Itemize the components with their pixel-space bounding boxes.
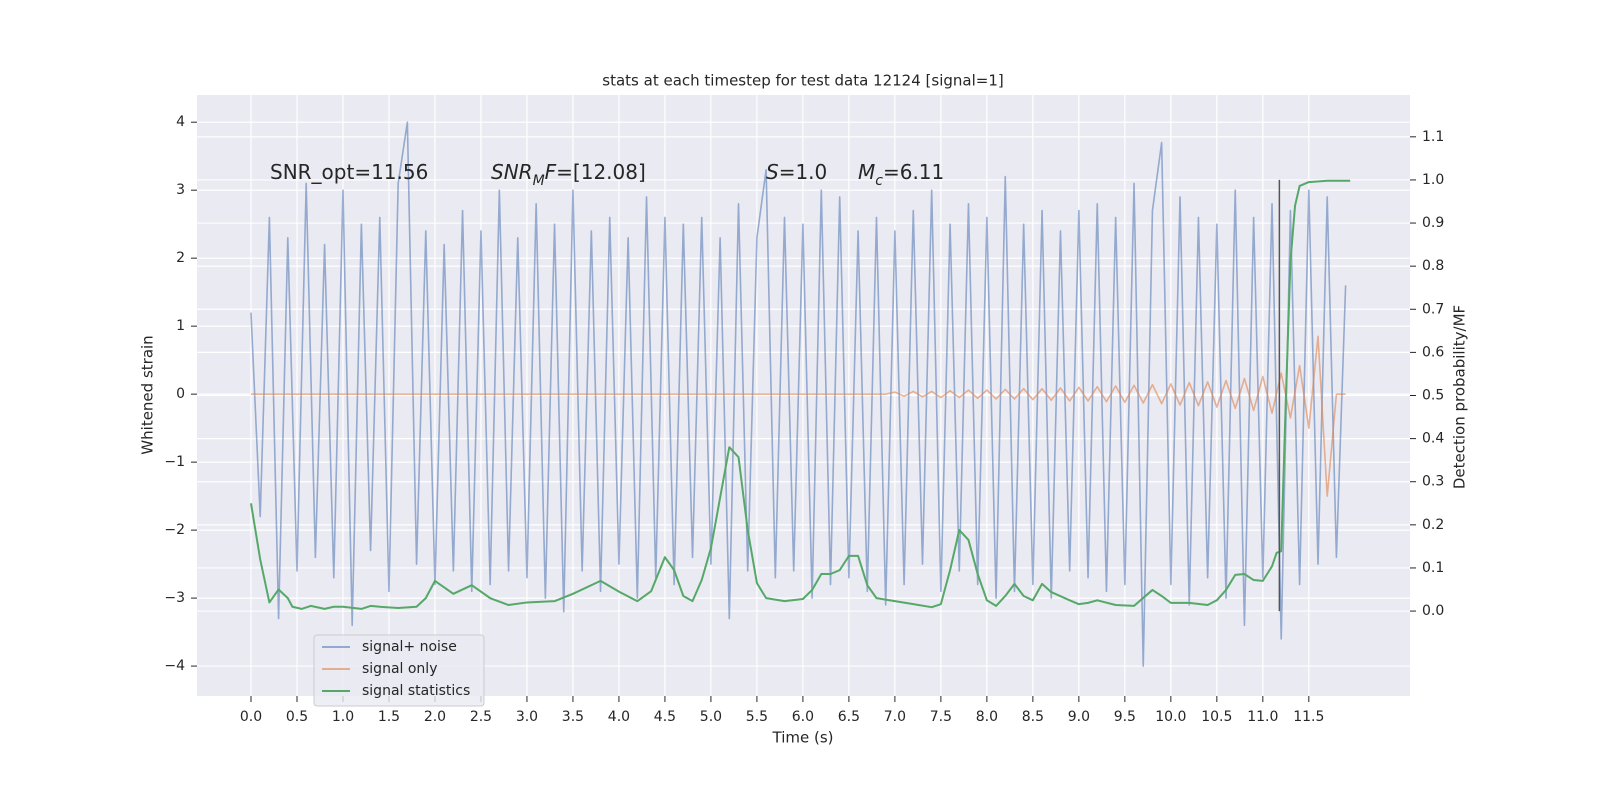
annotation-part: S bbox=[766, 160, 779, 184]
y-tick-label: 2 bbox=[176, 250, 185, 266]
series-line bbox=[250, 121, 1347, 667]
annotation-part: =1.0 bbox=[779, 160, 828, 184]
x-tick-label: 1.5 bbox=[378, 709, 400, 725]
legend-label: signal+ noise bbox=[362, 639, 457, 655]
annotation: S=1.0 bbox=[766, 160, 827, 184]
x-tick-label: 9.0 bbox=[1068, 709, 1090, 725]
y2-tick-label: 0.6 bbox=[1422, 344, 1444, 360]
y2-tick-label: 0.9 bbox=[1422, 215, 1444, 231]
y2-tick-label: 0.0 bbox=[1422, 603, 1444, 619]
x-tick-label: 4.5 bbox=[654, 709, 676, 725]
x-tick-label: 8.5 bbox=[1022, 709, 1044, 725]
legend-label: signal only bbox=[362, 661, 437, 677]
y-tick-label: −1 bbox=[164, 454, 185, 470]
x-tick-label: 7.0 bbox=[884, 709, 906, 725]
annotation-part: SNR_opt=11.56 bbox=[270, 160, 428, 184]
overlay: 0.0 0.5 1.0 1.5 2.0 2.5 3.0 3.5 4.0 4.5 5.0 5.5 6.0 6… bbox=[164, 114, 1444, 725]
y-tick-label: −4 bbox=[164, 658, 185, 674]
annotation: SNR_opt=11.56 bbox=[270, 160, 428, 184]
annotation-part: =6.11 bbox=[883, 160, 944, 184]
y2-axis-label: Detection probability/MF bbox=[1451, 305, 1469, 489]
x-tick-label: 10.5 bbox=[1201, 709, 1232, 725]
annotation: Mc=6.11 bbox=[858, 160, 944, 190]
y-axis-label: Whitened strain bbox=[139, 335, 157, 454]
annotation: SNRMF=[12.08] bbox=[491, 160, 646, 190]
y-tick-label: 0 bbox=[176, 386, 185, 402]
y2-tick-label: 0.8 bbox=[1422, 258, 1444, 274]
y2-tick-label: 0.3 bbox=[1422, 474, 1444, 490]
x-tick-label: 10.0 bbox=[1155, 709, 1186, 725]
legend-label: signal statistics bbox=[362, 683, 470, 699]
y-tick-label: 3 bbox=[176, 182, 185, 198]
x-tick-label: 0.5 bbox=[286, 709, 308, 725]
x-tick-label: 11.0 bbox=[1247, 709, 1278, 725]
annotation-part: c bbox=[875, 173, 883, 189]
x-tick-label: 2.5 bbox=[470, 709, 492, 725]
marks bbox=[250, 121, 1351, 667]
x-tick-label: 4.0 bbox=[608, 709, 630, 725]
series-line bbox=[250, 179, 1351, 610]
x-tick-label: 5.0 bbox=[700, 709, 722, 725]
x-tick-label: 3.0 bbox=[516, 709, 538, 725]
x-tick-label: 7.5 bbox=[930, 709, 952, 725]
y2-tick-label: 0.5 bbox=[1422, 388, 1444, 404]
y2-tick-label: 0.7 bbox=[1422, 301, 1444, 317]
x-axis-label: Time (s) bbox=[772, 729, 834, 747]
y-tick-label: 1 bbox=[176, 318, 185, 334]
x-tick-label: 8.0 bbox=[976, 709, 998, 725]
y2-tick-label: 0.1 bbox=[1422, 560, 1444, 576]
x-tick-label: 3.5 bbox=[562, 709, 584, 725]
y-tick-label: 4 bbox=[176, 114, 185, 130]
annotation-part: M bbox=[533, 173, 545, 189]
x-tick-label: 0.0 bbox=[240, 709, 262, 725]
y2-tick-label: 0.2 bbox=[1422, 517, 1444, 533]
legend-box bbox=[313, 634, 485, 707]
x-tick-label: 5.5 bbox=[746, 709, 768, 725]
annotation-part: M bbox=[858, 160, 875, 184]
y-tick-label: −2 bbox=[164, 522, 185, 538]
annotation-part: SNR bbox=[491, 160, 533, 184]
y-tick-label: −3 bbox=[164, 590, 185, 606]
x-tick-label: 6.0 bbox=[792, 709, 814, 725]
series-line bbox=[250, 335, 1346, 497]
annotation-part: =[12.08] bbox=[556, 160, 646, 184]
x-tick-label: 1.0 bbox=[332, 709, 354, 725]
x-tick-label: 9.5 bbox=[1114, 709, 1136, 725]
y2-tick-label: 1.1 bbox=[1422, 129, 1444, 145]
annotation-part: F bbox=[545, 160, 557, 184]
y2-tick-label: 1.0 bbox=[1422, 172, 1444, 188]
x-tick-label: 11.5 bbox=[1293, 709, 1324, 725]
chart-title: stats at each timestep for test data 121… bbox=[602, 72, 1003, 90]
y2-tick-label: 0.4 bbox=[1422, 431, 1444, 447]
x-tick-label: 2.0 bbox=[424, 709, 446, 725]
x-tick-label: 6.5 bbox=[838, 709, 860, 725]
